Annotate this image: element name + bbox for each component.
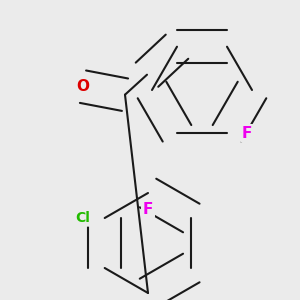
Text: Cl: Cl [75,211,90,225]
Text: F: F [143,202,153,217]
Text: F: F [242,126,252,141]
Text: O: O [76,79,89,94]
